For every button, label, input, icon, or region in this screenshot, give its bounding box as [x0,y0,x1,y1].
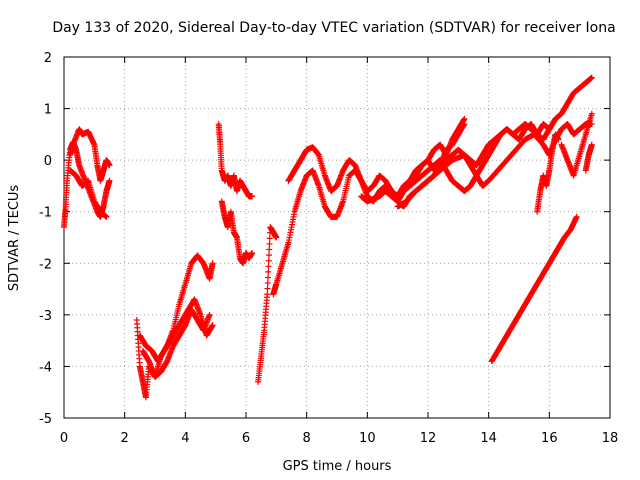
y-tick-label: 0 [44,154,52,169]
data-point-marker [266,246,273,253]
data-point-marker [264,285,271,292]
series-track-15 [488,213,580,365]
series-track-18 [582,141,595,174]
data-point-marker [588,110,595,117]
chart-title: Day 133 of 2020, Sidereal Day-to-day VTE… [52,20,615,36]
x-tick-label: 8 [303,431,311,446]
series-track-6 [139,306,213,380]
series-track-7 [215,121,256,200]
data-point-marker [266,252,273,259]
y-tick-label: -1 [39,206,52,221]
y-tick-label: 1 [44,103,52,118]
data-point-marker [461,115,468,122]
series-track-8 [218,198,256,267]
y-tick-label: -5 [39,412,52,427]
series-track-3 [67,167,110,220]
x-tick-label: 12 [420,431,437,446]
series-track-16 [534,131,562,215]
data-point-marker [573,213,580,220]
data-point-marker [249,193,256,200]
x-tick-label: 6 [242,431,250,446]
data-point-marker [103,213,110,220]
data-point-marker [588,74,595,81]
data-point-marker [209,322,216,329]
plot-frame [63,56,611,419]
data-point-marker [265,263,272,270]
x-tick-label: 2 [121,431,129,446]
x-tick-label: 16 [541,431,558,446]
y-tick-labels: -5 -4 -3 -2 -1 0 1 2 [39,51,52,427]
data-point-marker [265,268,272,275]
data-point-marker [264,280,271,287]
x-tick-label: 10 [359,431,376,446]
y-axis-label: SDTVAR / TECUs [7,185,22,292]
series-track-10 [270,115,468,298]
x-axis-label: GPS time / hours [283,459,392,474]
y-tick-label: -3 [39,309,52,324]
data-point-marker [266,235,273,242]
data-point-marker [249,249,256,256]
data-point-marker [264,291,271,298]
data-point-marker [265,257,272,264]
series-track-9 [255,224,280,385]
data-point-marker [461,121,468,128]
series-track-11 [285,121,468,200]
x-tick-label: 0 [60,431,68,446]
x-tick-label: 14 [480,431,497,446]
data-point-marker [264,274,271,281]
data-point-marker [588,141,595,148]
y-tick-label: 2 [44,51,52,66]
x-tick-labels: 0 2 4 6 8 10 12 14 16 18 [60,431,618,446]
data-point-marker [209,260,216,267]
data-points [61,74,595,401]
data-point-marker [555,136,562,143]
x-tick-label: 18 [602,431,619,446]
data-point-marker [106,177,113,184]
series-track-17 [558,110,595,179]
y-tick-label: -2 [39,257,52,272]
y-tick-label: -4 [39,360,52,375]
axis-ticks [63,56,611,419]
data-point-marker [206,311,213,318]
data-point-marker [106,162,113,169]
gridlines [64,57,610,418]
data-point-marker [266,240,273,247]
series-track-2 [67,126,113,184]
data-point-marker [273,234,280,241]
x-tick-label: 4 [181,431,189,446]
